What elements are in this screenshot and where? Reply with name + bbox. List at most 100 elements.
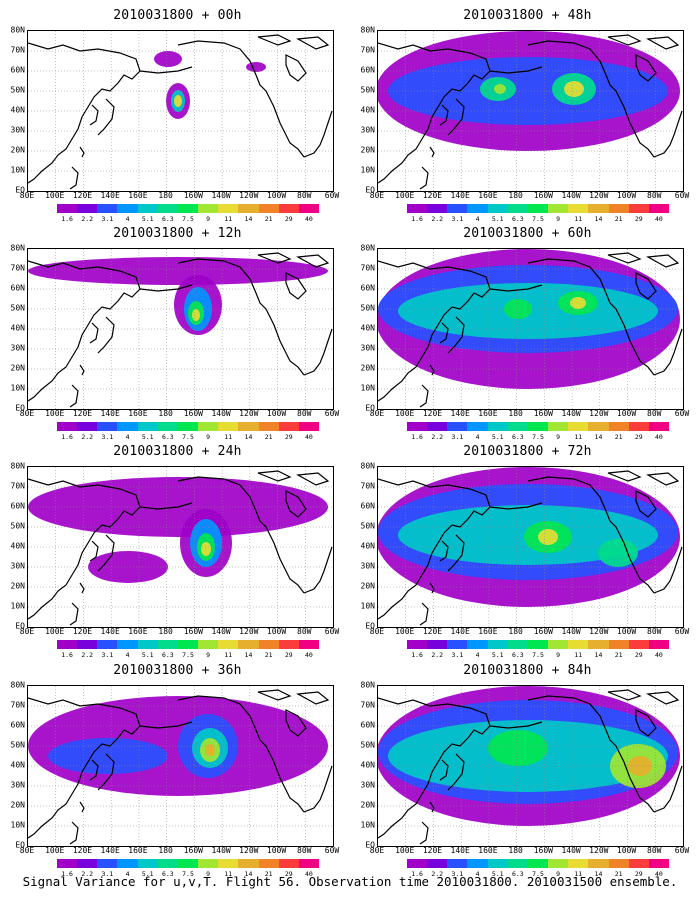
- longitude-tick-label: 80W: [647, 627, 662, 636]
- map-area: [27, 685, 334, 847]
- colorbar-labels: 1.6 2.2 3.1 4 5.1 6.3 7.5 9 11 14 21 29 40: [407, 651, 669, 660]
- colorbar-segment: [628, 204, 649, 213]
- longitude-tick-label: 120E: [72, 409, 93, 418]
- latitude-axis: 80N 70N 60N 50N 40N 30N 20N 10N EQ: [5, 244, 27, 413]
- latitude-tick-label: EQ: [15, 185, 25, 195]
- latitude-tick-label: 80N: [360, 25, 375, 35]
- colorbar-segment: [568, 859, 589, 868]
- coastline: [285, 490, 307, 518]
- variance-contour: [28, 257, 328, 285]
- coastline: [257, 470, 292, 482]
- colorbar-tick-label: 7.5: [532, 433, 544, 441]
- coastline: [378, 478, 491, 620]
- colorbar-tick-label: 11: [224, 433, 233, 441]
- longitude-tick-label: 60W: [324, 409, 340, 418]
- colorbar-tick-label: 9: [206, 870, 211, 878]
- longitude-tick-label: 80W: [297, 191, 312, 200]
- colorbar-segment: [447, 640, 468, 649]
- map-panel: 2010031800 + 36h 80N 70N 60N 50N 40N 30N 20N 10N…: [5, 663, 350, 888]
- longitude-tick-label: 140E: [450, 409, 470, 418]
- colorbar-segment: [527, 422, 549, 431]
- latitude-tick-label: 30N: [360, 780, 375, 790]
- coastline: [653, 765, 683, 813]
- latitude-tick-label: 50N: [360, 85, 375, 95]
- colorbar-tick-label: 21: [264, 870, 273, 878]
- longitude-tick-label: 100W: [266, 191, 287, 200]
- colorbar-segment: [198, 640, 219, 649]
- longitude-tick-label: 120E: [422, 191, 443, 200]
- map-panel: 2010031800 + 24h 80N 70N 60N 50N 40N 30N 20N 10N…: [5, 444, 350, 669]
- colorbar-segment: [588, 859, 609, 868]
- colorbar-segment: [648, 204, 670, 213]
- map-area: [377, 466, 684, 628]
- longitude-tick-label: 140E: [450, 191, 470, 200]
- coastline: [378, 697, 491, 839]
- longitude-tick-label: 140E: [450, 627, 470, 636]
- coastline: [653, 546, 683, 594]
- longitude-tick-label: 120E: [72, 627, 93, 636]
- variance-contour: [174, 95, 182, 107]
- coastline: [653, 110, 683, 158]
- colorbar-segment: [218, 204, 239, 213]
- latitude-tick-label: EQ: [15, 403, 25, 413]
- latitude-tick-label: 70N: [360, 263, 375, 273]
- colorbar-segment: [548, 204, 569, 213]
- coastline: [79, 582, 85, 594]
- longitude-tick-label: 160W: [533, 627, 553, 636]
- latitude-tick-label: 60N: [360, 65, 375, 75]
- latitude-tick-label: 70N: [360, 45, 375, 55]
- coastline: [489, 66, 543, 74]
- colorbar-tick-label: 11: [574, 215, 583, 223]
- colorbar: [407, 204, 670, 213]
- longitude-tick-label: 100W: [266, 409, 287, 418]
- colorbar-segment: [117, 859, 138, 868]
- panel-title: 2010031800 + 72h: [463, 444, 592, 459]
- coastline: [635, 490, 657, 518]
- longitude-tick-label: 160E: [478, 409, 498, 418]
- latitude-axis: 80N 70N 60N 50N 40N 30N 20N 10N EQ: [355, 244, 377, 413]
- latitude-tick-label: 30N: [10, 780, 25, 790]
- coastline: [139, 284, 193, 292]
- colorbar-tick-label: 2.2: [431, 651, 444, 659]
- colorbar-tick-label: 3.1: [101, 433, 114, 441]
- longitude-tick-label: 100E: [395, 191, 415, 200]
- longitude-tick-label: 80E: [19, 846, 35, 855]
- colorbar-tick-label: 40: [305, 870, 313, 878]
- longitude-tick-label: 180: [508, 846, 523, 855]
- colorbar-tick-label: 29: [634, 870, 643, 878]
- longitude-axis: 80E 100E 120E 140E 160E 180 160W 140W 120W 100W 80…: [20, 191, 339, 201]
- colorbar-segment: [568, 204, 589, 213]
- colorbar-segment: [298, 204, 320, 213]
- longitude-tick-label: 120W: [589, 409, 609, 418]
- variance-contour: [488, 730, 548, 766]
- colorbar-segment: [648, 422, 670, 431]
- coastline: [303, 328, 333, 376]
- coastline: [97, 98, 115, 136]
- longitude-tick-label: 100W: [616, 627, 637, 636]
- longitude-tick-label: 100W: [616, 846, 637, 855]
- colorbar-tick-label: 4: [125, 215, 130, 223]
- figure-caption: Signal Variance for u,v,T. Flight 56. Ob…: [22, 874, 678, 889]
- colorbar-tick-label: 11: [224, 651, 233, 659]
- longitude-tick-label: 100W: [616, 409, 637, 418]
- colorbar-tick-label: 40: [655, 215, 663, 223]
- latitude-tick-label: 20N: [10, 800, 25, 810]
- longitude-tick-label: 160E: [128, 191, 148, 200]
- colorbar-tick-label: 5.1: [141, 870, 154, 878]
- longitude-tick-label: 160W: [183, 191, 203, 200]
- longitude-tick-label: 60W: [674, 409, 690, 418]
- colorbar-tick-label: 29: [284, 870, 293, 878]
- coastline: [439, 322, 449, 344]
- colorbar-tick-label: 5.1: [491, 651, 504, 659]
- latitude-tick-label: 30N: [10, 561, 25, 571]
- latitude-tick-label: 20N: [10, 581, 25, 591]
- colorbar-tick-label: 6.3: [161, 870, 174, 878]
- colorbar-segment: [278, 859, 299, 868]
- colorbar-segment: [97, 422, 118, 431]
- coastline: [28, 478, 141, 620]
- coastline: [285, 272, 307, 300]
- coastline: [79, 364, 85, 376]
- coastline: [89, 540, 99, 562]
- coastline: [527, 258, 655, 376]
- colorbar-tick-label: 4: [475, 651, 480, 659]
